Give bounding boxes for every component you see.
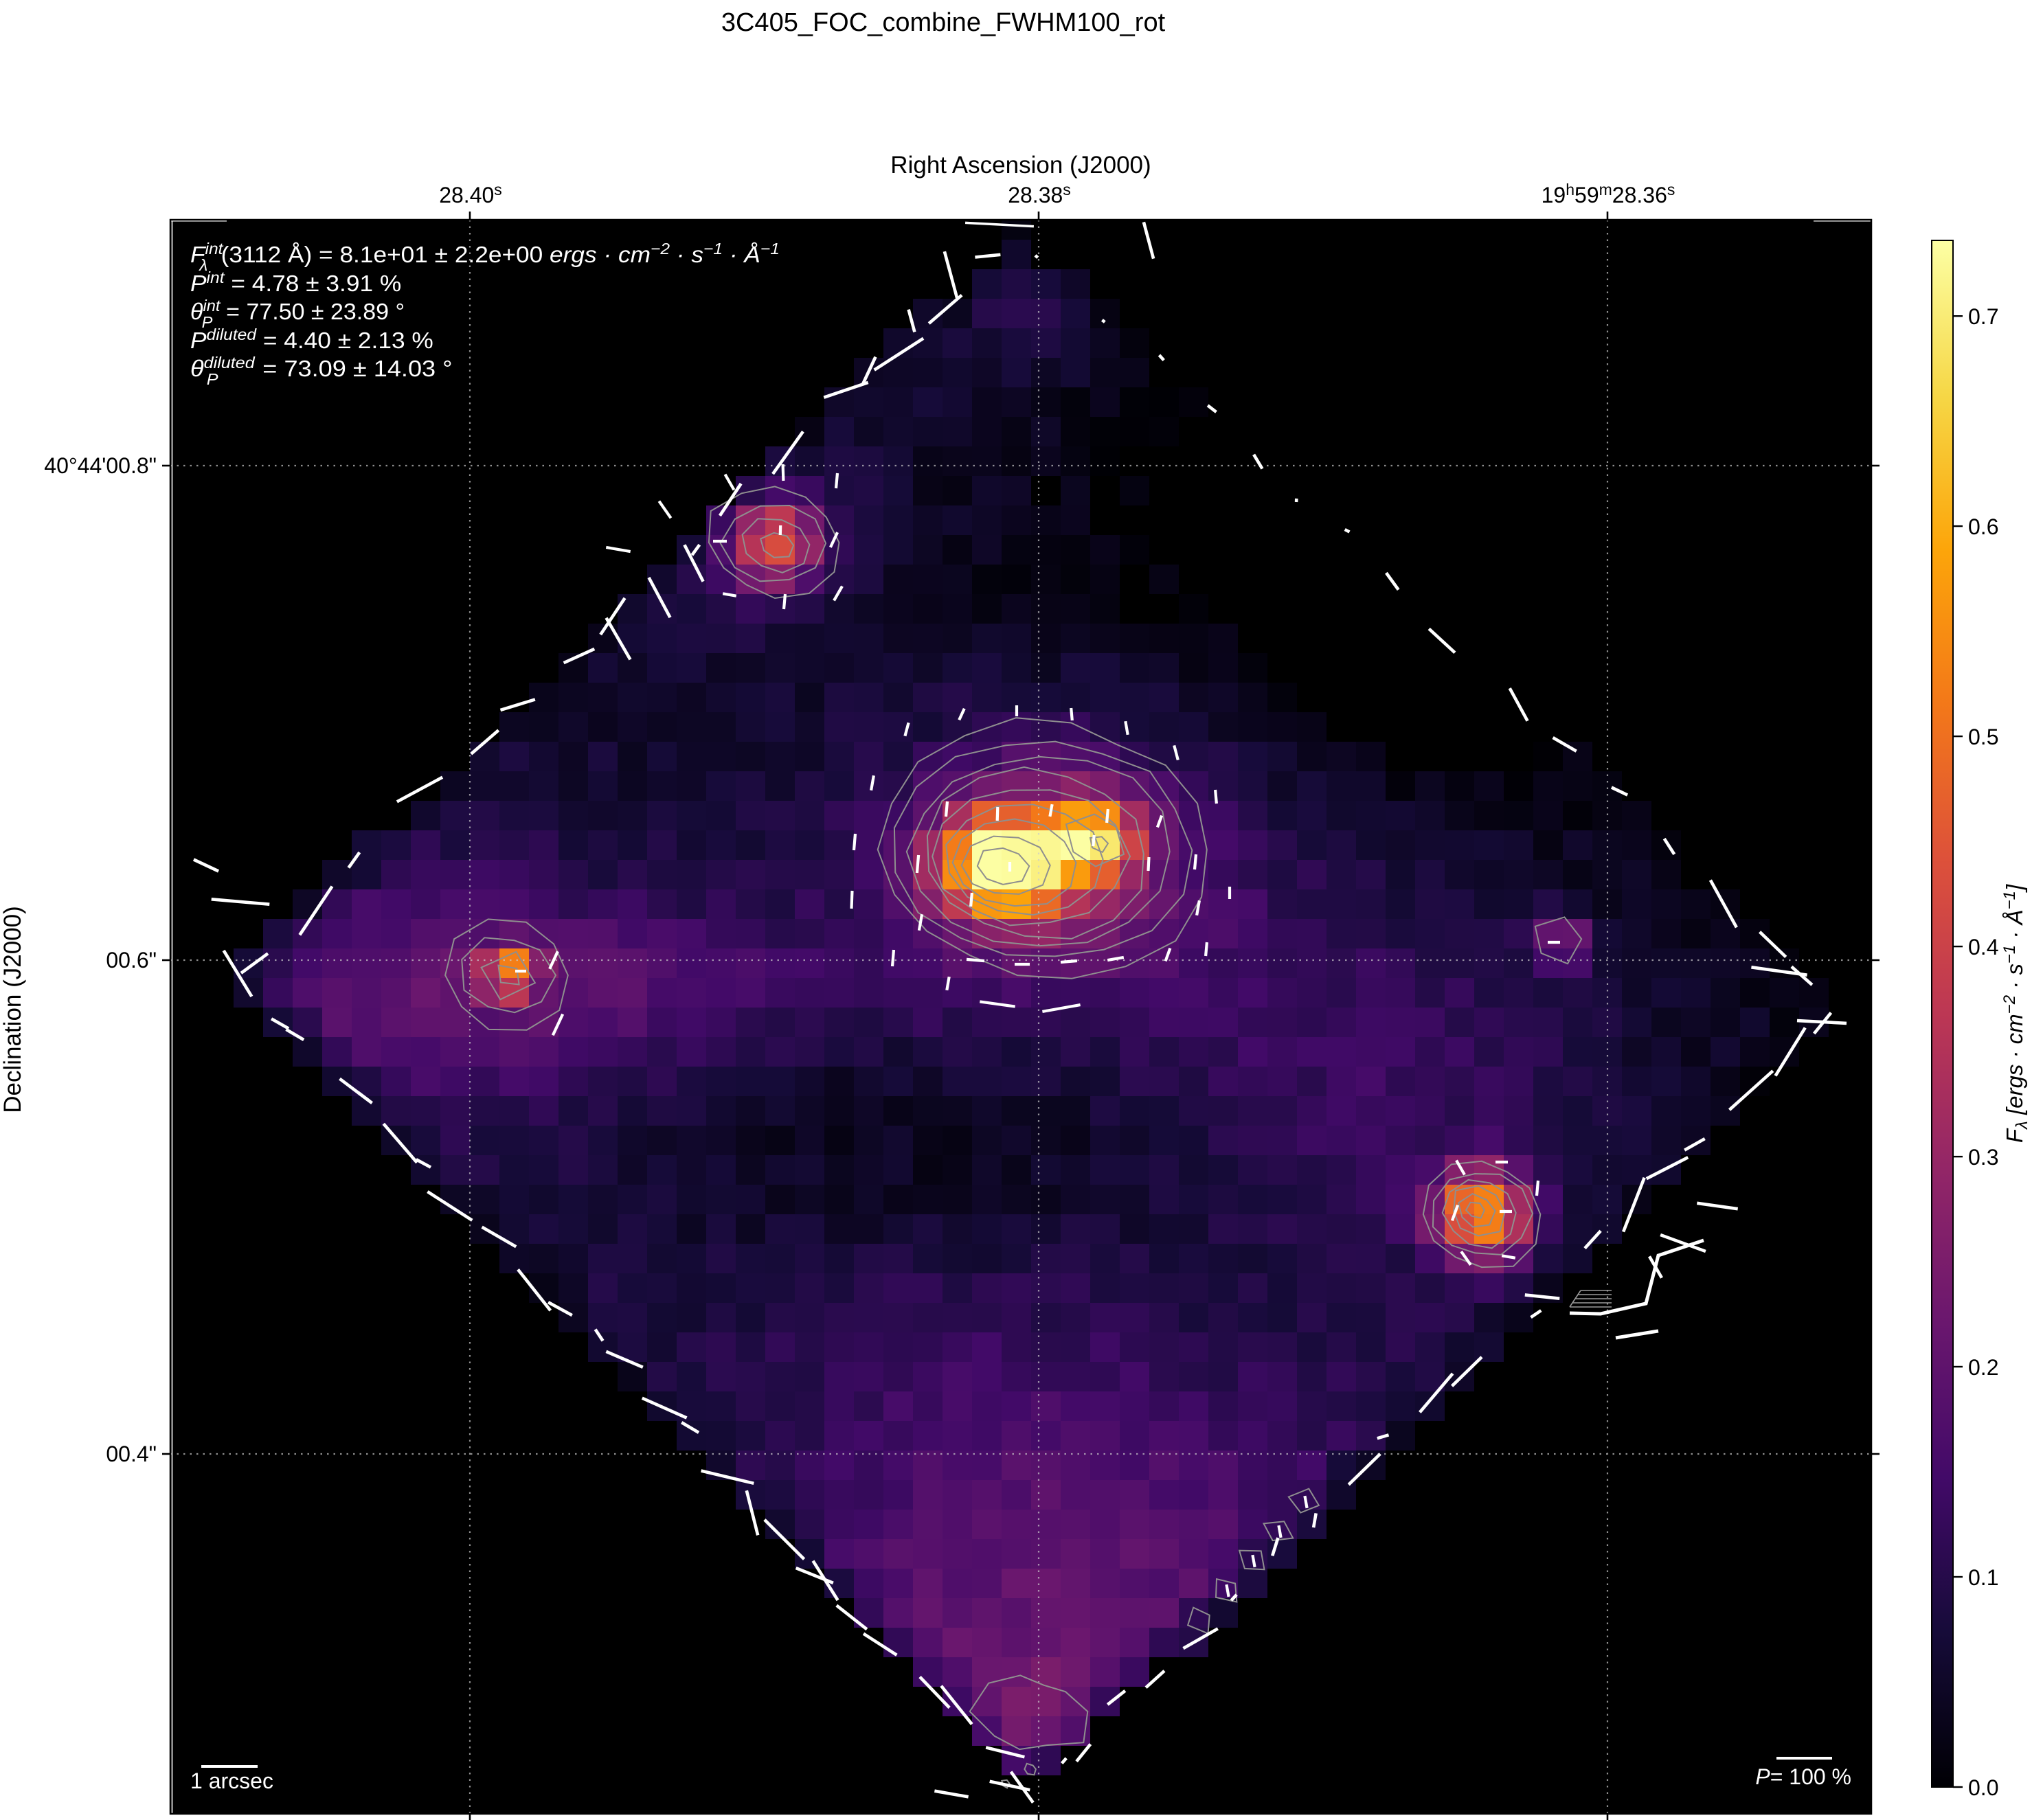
svg-text:28.38s​: 28.38s​: [1008, 181, 1071, 207]
svg-text:0.6: 0.6: [1968, 514, 1998, 539]
svg-text:Pdiluted = 4.40 ± 2.13 %: Pdiluted = 4.40 ± 2.13 %: [190, 326, 433, 354]
svg-text:0.3: 0.3: [1968, 1145, 1998, 1170]
svg-text:Right Ascension (J2000): Right Ascension (J2000): [890, 152, 1151, 179]
svg-text:0.2: 0.2: [1968, 1355, 1998, 1380]
svg-text:3C405_FOC_combine_FWHM100_rot: 3C405_FOC_combine_FWHM100_rot: [721, 8, 1166, 37]
svg-text:40°44'00.8": 40°44'00.8": [44, 453, 157, 478]
svg-text:0.7: 0.7: [1968, 304, 1998, 329]
svg-text:Fλ [ergs · cm−2 · s−1 · Å−1]: Fλ [ergs · cm−2 · s−1 · Å−1]: [2000, 884, 2031, 1143]
svg-text:0.0: 0.0: [1968, 1775, 1998, 1800]
svg-text:Pint = 4.78 ± 3.91 %: Pint = 4.78 ± 3.91 %: [190, 269, 401, 297]
svg-text:0.1: 0.1: [1968, 1565, 1998, 1590]
svg-text:P= 100 %: P= 100 %: [1755, 1764, 1851, 1789]
svg-text:1 arcsec: 1 arcsec: [190, 1768, 273, 1793]
svg-text:0.5: 0.5: [1968, 725, 1998, 749]
svg-text:28.40s​: 28.40s​: [439, 181, 502, 207]
svg-text:00.4": 00.4": [106, 1442, 157, 1466]
svg-text:0.4: 0.4: [1968, 935, 1998, 959]
svg-text:Declination (J2000): Declination (J2000): [0, 906, 26, 1113]
svg-text:00.6": 00.6": [106, 948, 157, 972]
